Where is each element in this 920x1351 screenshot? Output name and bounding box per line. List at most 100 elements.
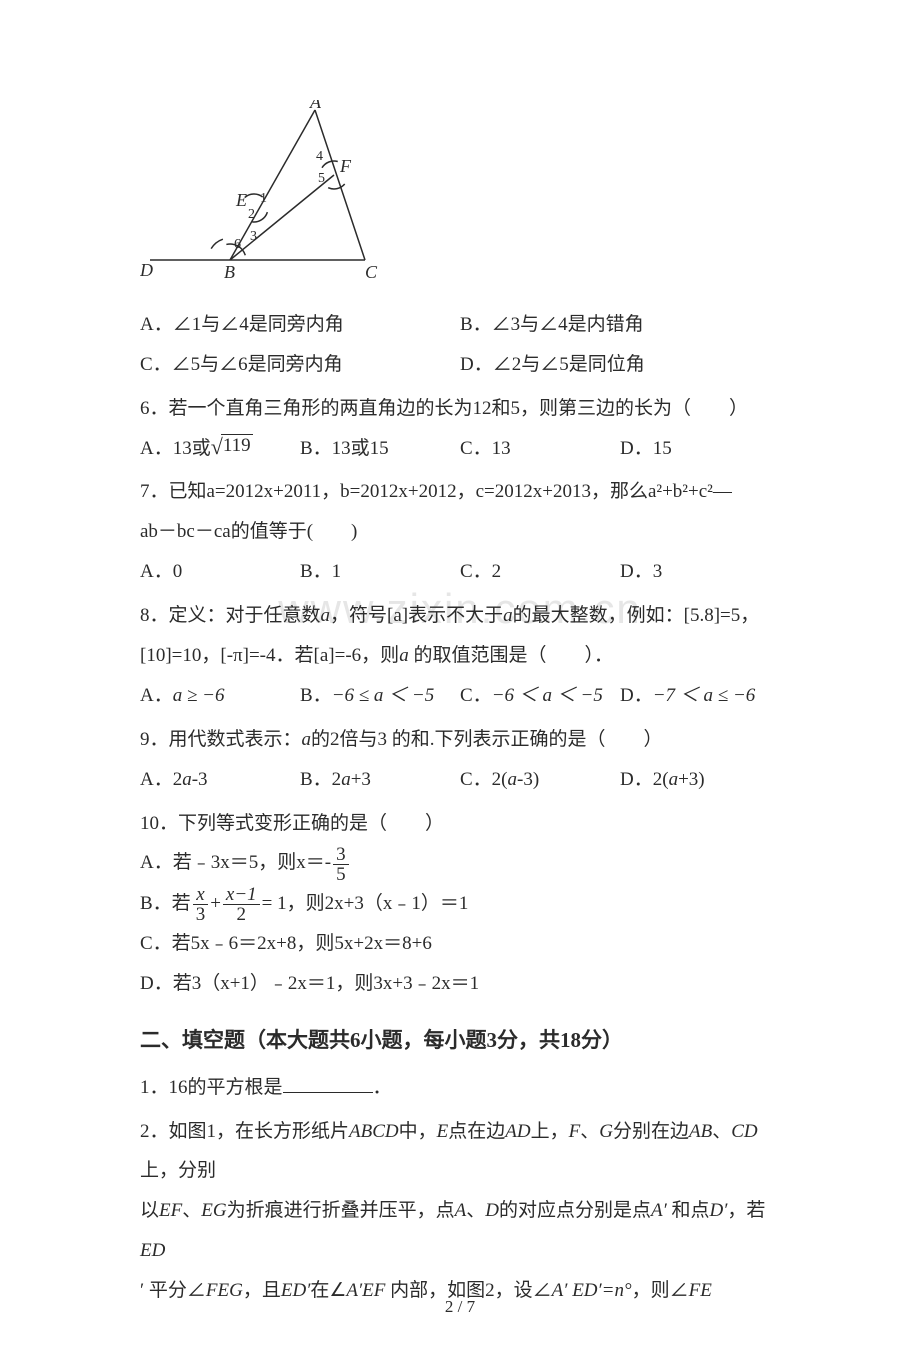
f2-f: F	[569, 1121, 581, 1142]
f2-fe: FE	[689, 1280, 712, 1301]
q9c2: a	[508, 769, 518, 790]
f2-ed: ED	[140, 1240, 165, 1261]
q9b3: +3	[351, 769, 371, 790]
f2-apef: A′EF	[346, 1280, 385, 1301]
q9-optC: C．2(a-3)	[460, 760, 620, 800]
f2-cd: CD	[731, 1121, 757, 1142]
f2-ang: ∠	[329, 1280, 346, 1301]
q9b2: a	[341, 769, 351, 790]
q10-optA: A．若﹣3x＝5，则x＝-35	[140, 843, 780, 883]
svg-text:F: F	[339, 156, 352, 176]
q8-l2g: 的取值范围是（ ）．	[409, 645, 613, 666]
f2l2f: 和点	[667, 1200, 710, 1221]
f2-l1: 2．如图1，在长方形纸片ABCD中，E点在边AD上，F、G分别在边AB、CD上，…	[140, 1112, 780, 1192]
svg-text:B: B	[224, 262, 235, 280]
f2-ad: AD	[505, 1121, 530, 1142]
svg-text:A: A	[309, 100, 322, 112]
q5-optC: C．∠5与∠6是同旁内角	[140, 345, 460, 385]
q10b-d1: 3	[193, 905, 209, 924]
q8-line1: 8．定义：对于任意数a，符号[a]表示不大于a的最大整数，例如：[5.8]=5，	[140, 596, 780, 636]
q8-l1d: 的最大整数，例如：	[513, 605, 684, 626]
q10-stem: 10．下列等式变形正确的是（ ）	[140, 804, 780, 844]
f2l1h: 上，分别	[140, 1160, 216, 1181]
q8-l2e: [a]=-6	[314, 645, 362, 666]
q9sa: 9．用代数式表示：	[140, 729, 302, 750]
q9a1: A．2	[140, 769, 182, 790]
svg-text:4: 4	[316, 149, 323, 164]
f2l2c: 为折痕进行折叠并压平，点	[227, 1200, 455, 1221]
q8c-expr: −6 ＜ a ＜ −5	[492, 685, 603, 706]
svg-text:2: 2	[248, 207, 255, 222]
q8a-expr: a ≥ −6	[173, 685, 225, 706]
q8-a1: a	[321, 605, 331, 626]
q9d2: a	[669, 769, 679, 790]
q9a2: a	[182, 769, 192, 790]
q8-l2b: ，	[201, 645, 220, 666]
svg-text:3: 3	[250, 229, 257, 244]
f2-abcd: ABCD	[349, 1121, 399, 1142]
q7-optA: A．0	[140, 552, 300, 592]
f2-feg: FEG	[206, 1280, 243, 1301]
q9c3: -3)	[517, 769, 539, 790]
q6-optD: D．15	[620, 429, 780, 469]
f2l3a: ′ 平分∠	[140, 1280, 206, 1301]
f1-post: ．	[373, 1077, 392, 1098]
f2-a: A	[455, 1200, 467, 1221]
q8-bra1: [a]	[387, 605, 408, 626]
q8-optC: C．−6 ＜ a ＜ −5	[460, 676, 620, 716]
q10-optD: D．若3（x+1）﹣2x＝1，则3x+3﹣2x＝1	[140, 964, 780, 1004]
f1-pre: 1．16的平方根是	[140, 1077, 283, 1098]
q6-optA: A．13或√119	[140, 429, 300, 469]
q9-optD: D．2(a+3)	[620, 760, 780, 800]
q9-options: A．2a-3 B．2a+3 C．2(a-3) D．2(a+3)	[140, 760, 780, 800]
section2-heading: 二、填空题（本大题共6小题，每小题3分，共18分）	[140, 1018, 780, 1062]
q8b-expr: −6 ≤ a ＜ −5	[332, 685, 435, 706]
q10b-plus: +	[210, 893, 221, 914]
q8-line2: [10]=10，[-π]=-4．若[a]=-6，则a 的取值范围是（ ）．	[140, 636, 780, 676]
q9-optB: B．2a+3	[300, 760, 460, 800]
q9d3: +3)	[678, 769, 705, 790]
f2l2a: 以	[140, 1200, 159, 1221]
q8-l1b: ，符号	[330, 605, 387, 626]
f2l1f: 分别在边	[613, 1121, 689, 1142]
q10b-tail: ，则2x+3（x﹣1）＝1	[287, 893, 469, 914]
f2-dp: D′	[710, 1200, 728, 1221]
fraction-icon: x−12	[223, 885, 260, 924]
f2-ab: AB	[689, 1121, 712, 1142]
q8-ex1: [5.8]=5	[684, 605, 741, 626]
f1: 1．16的平方根是 ．	[140, 1068, 780, 1108]
q5-optA: A．∠1与∠4是同旁内角	[140, 305, 460, 345]
f2-d: D	[485, 1200, 499, 1221]
q10b-pre: B．若	[140, 893, 191, 914]
f2-edp2: ED′	[572, 1280, 601, 1301]
q10a-den: 5	[333, 865, 349, 884]
q6-optC: C．13	[460, 429, 620, 469]
svg-text:E: E	[235, 190, 247, 210]
q8-l2d: ．若	[276, 645, 314, 666]
q8-l1e: ，	[740, 605, 759, 626]
svg-text:D: D	[140, 260, 153, 280]
f2l2g: ，若	[727, 1200, 765, 1221]
q8-l2a: [10]=10	[140, 645, 201, 666]
q7-optC: C．2	[460, 552, 620, 592]
q5-optD: D．∠2与∠5是同位角	[460, 345, 780, 385]
q10-optC: C．若5x﹣6＝2x+8，则5x+2x＝8+6	[140, 924, 780, 964]
f2l1b: 中，	[399, 1121, 437, 1142]
q7-options: A．0 B．1 C．2 D．3	[140, 552, 780, 592]
f2l3c: 在	[310, 1280, 329, 1301]
q10b-n2: x−1	[223, 885, 260, 905]
fraction-icon: x3	[193, 885, 209, 924]
f2-eqn: =n°	[602, 1280, 632, 1301]
q9-a: a	[302, 729, 312, 750]
blank-line	[283, 1072, 373, 1093]
f2l1a: 2．如图1，在长方形纸片	[140, 1121, 349, 1142]
q6-options: A．13或√119 B．13或15 C．13 D．15	[140, 429, 780, 469]
f2-g: G	[599, 1121, 613, 1142]
f2l3d: 内部，如图2，设∠	[385, 1280, 551, 1301]
f2l1d: 上，	[531, 1121, 569, 1142]
q8d-expr: −7 ＜ a ≤ −6	[653, 685, 756, 706]
q8b-pre: B．	[300, 685, 332, 706]
q8-a3: a	[399, 645, 409, 666]
q10a-pre: A．若﹣3x＝5，则x＝-	[140, 852, 331, 873]
q9-optA: A．2a-3	[140, 760, 300, 800]
